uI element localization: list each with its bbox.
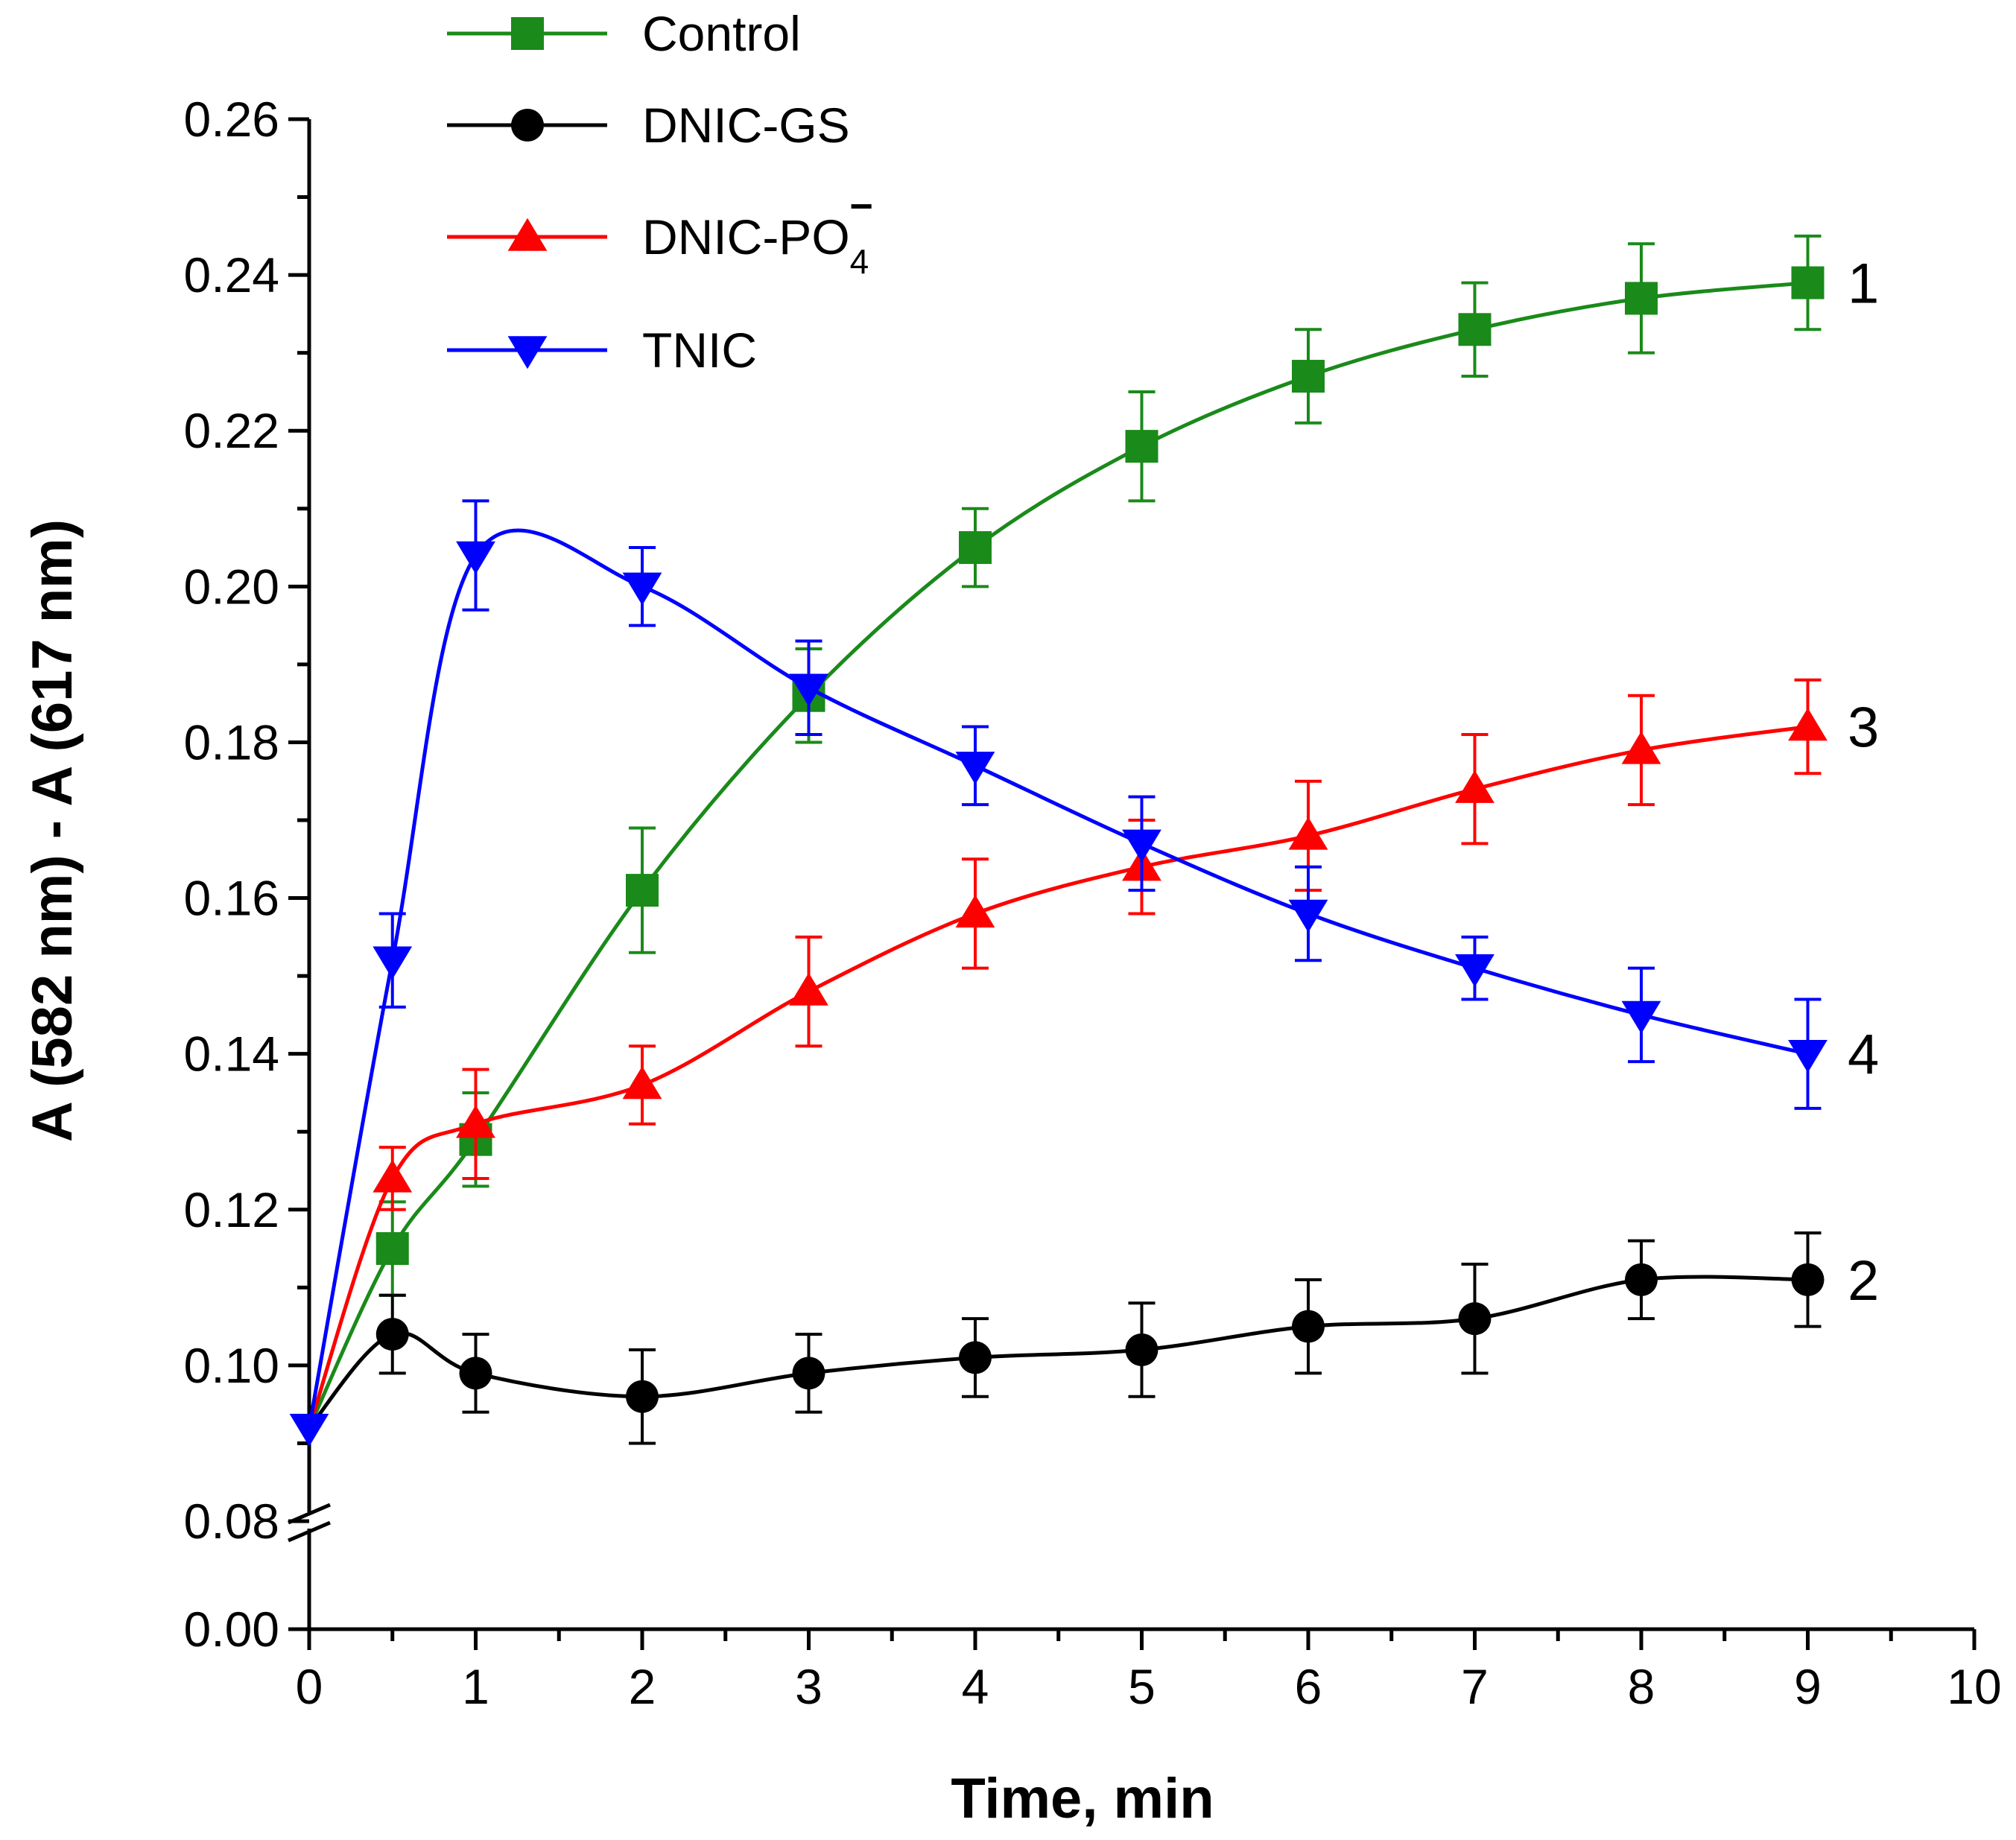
curve-labels: 1 2 3 4 (1848, 253, 1879, 1313)
axis-break-slash (288, 1520, 331, 1543)
data-point (622, 1066, 662, 1100)
y-tick-label: 0.24 (184, 247, 279, 302)
legend-marker (511, 109, 544, 142)
y-tick-label: 0.26 (184, 92, 279, 147)
legend-label: Control (642, 6, 801, 61)
data-point (789, 972, 828, 1006)
series-line (307, 725, 1808, 1429)
series-line (307, 528, 1809, 1428)
data-point (959, 531, 992, 565)
x-tick-label: 6 (1295, 1659, 1322, 1714)
y-tick-label: 0.00 (184, 1602, 279, 1657)
x-tick-label: 4 (962, 1659, 989, 1714)
data-point (1791, 1263, 1825, 1296)
data-point (459, 1357, 492, 1390)
data-point (375, 1318, 409, 1351)
curve-label-3: 3 (1848, 697, 1879, 760)
legend-label: DNIC-PO4− (642, 184, 873, 281)
data-point (373, 1159, 413, 1193)
x-tick-label: 2 (629, 1659, 656, 1714)
x-tick-label: 8 (1628, 1659, 1655, 1714)
series-4 (307, 499, 1828, 1428)
series-1 (307, 234, 1825, 1429)
data-point (1292, 1310, 1325, 1343)
data-point (626, 874, 659, 907)
data-point (1455, 954, 1494, 987)
x-tick-label: 1 (462, 1659, 489, 1714)
data-point (1125, 1333, 1158, 1366)
series-layer (289, 234, 1828, 1447)
data-point (375, 1232, 409, 1266)
data-point (1621, 1000, 1661, 1034)
series-line (307, 281, 1808, 1429)
legend-label: DNIC-GS (642, 98, 850, 153)
x-tick-label: 5 (1128, 1659, 1156, 1714)
x-tick-label: 0 (296, 1659, 323, 1714)
x-tick-label: 9 (1794, 1659, 1822, 1714)
start-point (289, 1413, 329, 1447)
data-point (1292, 360, 1325, 393)
x-ticks: 0 1 2 3 4 5 6 7 8 9 10 (296, 1629, 2002, 1714)
legend-label: TNIC (642, 323, 757, 378)
y-ticks: 0.00 0.08 0.10 0.12 0.14 0.16 0.18 0.20 0.22 0.24… (184, 92, 309, 1657)
y-tick-label: 0.12 (184, 1182, 279, 1237)
y-axis-title: A (582 nm) - A (617 nm) (21, 519, 84, 1142)
legend: Control DNIC-GS DNIC-PO4− TNIC (447, 6, 873, 378)
data-point (622, 572, 662, 606)
data-point (373, 946, 413, 980)
series-3 (307, 678, 1828, 1429)
legend-marker (511, 17, 544, 50)
data-point (792, 1357, 825, 1390)
data-point (1791, 266, 1825, 299)
data-point (1125, 430, 1158, 463)
x-tick-label: 10 (1947, 1659, 2001, 1714)
y-tick-label: 0.18 (184, 714, 279, 770)
data-point (955, 895, 995, 928)
y-tick-label: 0.20 (184, 559, 279, 614)
data-point (456, 541, 495, 574)
y-tick-label: 0.16 (184, 871, 279, 926)
y-tick-label: 0.14 (184, 1027, 279, 1082)
data-point (1455, 770, 1494, 803)
legend-marker (507, 218, 548, 251)
y-tick-label: 0.22 (184, 403, 279, 458)
data-point (1458, 313, 1492, 346)
data-point (1621, 731, 1661, 764)
data-point (1625, 282, 1658, 315)
curve-label-2: 2 (1848, 1249, 1879, 1313)
data-point (959, 1341, 992, 1374)
series-line (308, 1275, 1808, 1430)
data-point (955, 752, 995, 785)
legend-marker (507, 336, 548, 369)
y-tick-label: 0.10 (184, 1338, 279, 1393)
data-point (1788, 708, 1828, 741)
data-point (1288, 816, 1328, 850)
series-2 (308, 1231, 1825, 1445)
x-tick-label: 7 (1461, 1659, 1489, 1714)
data-point (1122, 829, 1161, 863)
data-point (456, 1105, 495, 1138)
data-point (1288, 899, 1328, 933)
axes: 0 1 2 3 4 5 6 7 8 9 10 0.00 0.08 0.10 0.12 0.14 0.16 0.1… (184, 92, 2002, 1714)
x-tick-label: 3 (795, 1659, 822, 1714)
curve-label-1: 1 (1848, 253, 1879, 316)
y-tick-label: 0.08 (184, 1494, 279, 1549)
data-point (1458, 1302, 1492, 1336)
data-point (1625, 1263, 1658, 1296)
data-point (626, 1380, 659, 1413)
curve-label-4: 4 (1848, 1024, 1879, 1087)
x-axis-title: Time, min (951, 1767, 1214, 1830)
data-point (789, 673, 828, 707)
data-point (1788, 1039, 1828, 1073)
